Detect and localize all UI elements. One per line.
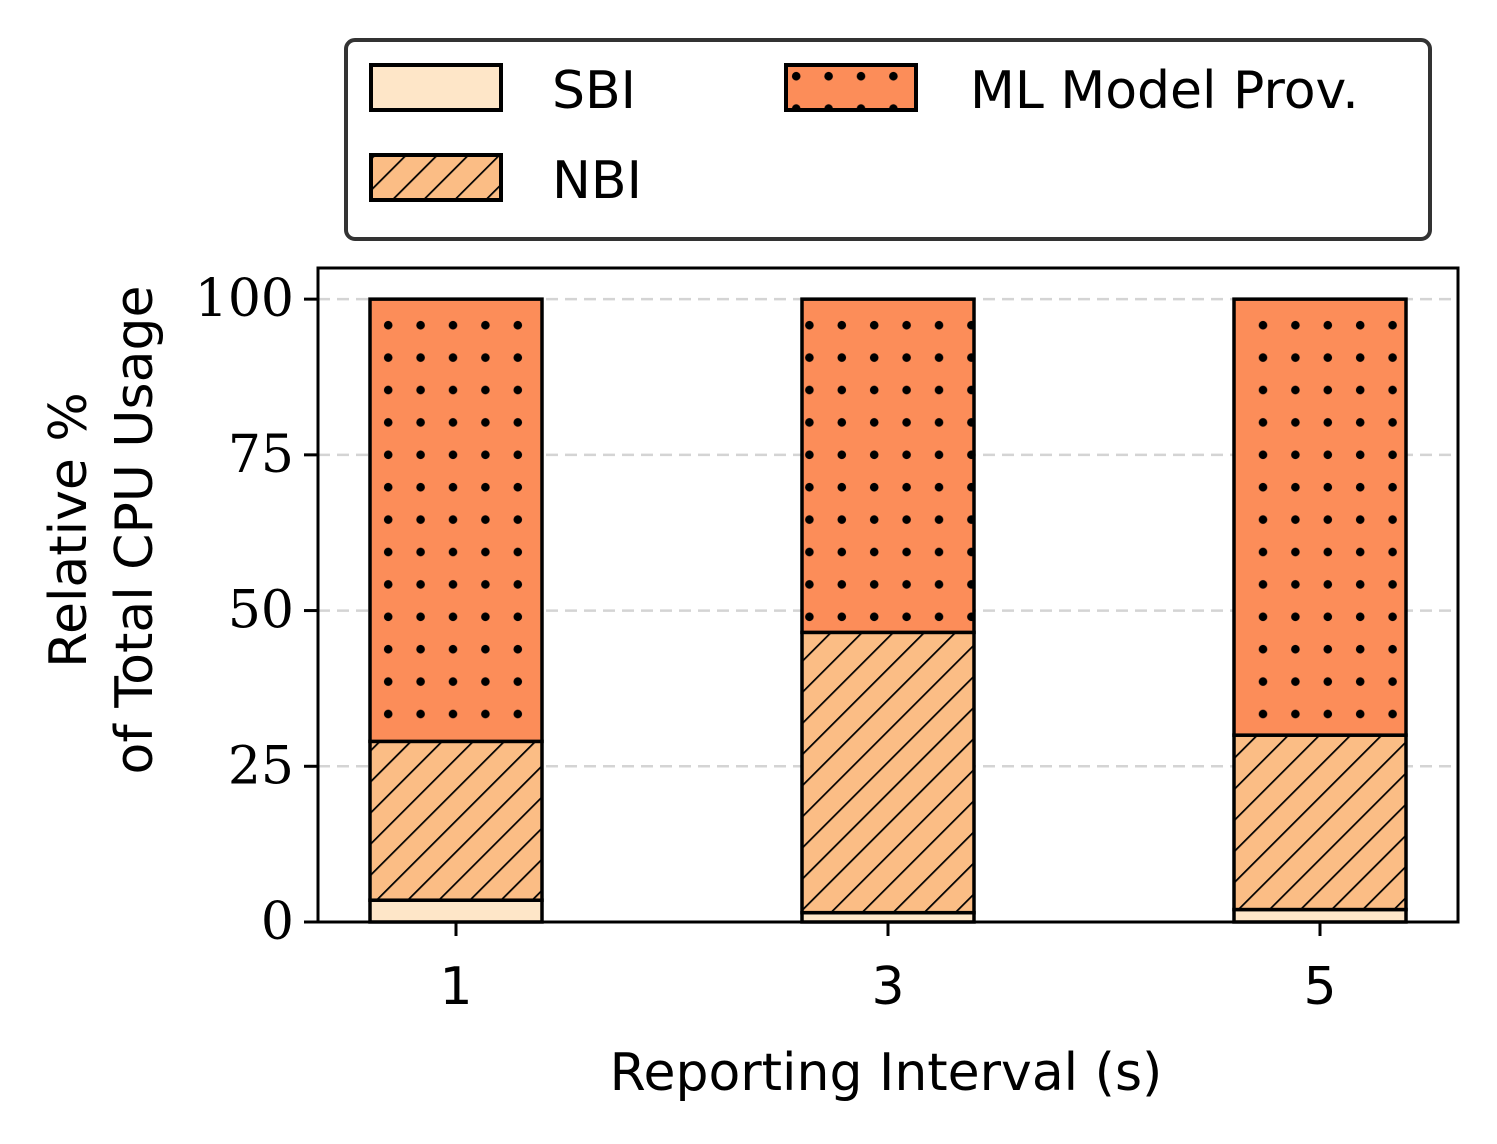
- bar-sbi-5: [1232, 907, 1408, 924]
- bar-ml-model-prov-5: [1232, 297, 1408, 737]
- bar-nbi-1: [368, 739, 544, 902]
- y-tick-label-100: 100: [195, 269, 294, 329]
- legend-label-sbi: SBI: [552, 61, 636, 121]
- bars: [368, 297, 1408, 924]
- legend-swatch-sbi: [369, 63, 503, 112]
- bar-nbi-3: [800, 630, 976, 915]
- x-tick-label-5: 5: [1303, 957, 1336, 1017]
- y-tick-label-0: 0: [261, 892, 294, 952]
- legend-label-nbi: NBI: [552, 151, 642, 211]
- y-axis-label-line-1: Relative %: [39, 392, 99, 668]
- bar-ml-model-prov-3: [800, 297, 976, 635]
- y-tick-label-25: 25: [228, 736, 294, 796]
- legend-swatch-ml-model-prov: [784, 63, 918, 112]
- bar-nbi-5: [1232, 733, 1408, 912]
- x-axis-ticks: 1 3 5: [439, 922, 1337, 1017]
- y-tick-label-75: 75: [228, 425, 294, 485]
- bar-ml-model-prov-1: [368, 297, 544, 744]
- x-tick-label-1: 1: [439, 957, 472, 1017]
- x-axis-label: Reporting Interval (s): [610, 1043, 1163, 1103]
- x-tick-label-3: 3: [871, 957, 904, 1017]
- bar-sbi-1: [368, 898, 544, 924]
- legend-frame: [344, 38, 1432, 241]
- legend: SBI NBI ML Model Prov.: [344, 38, 1432, 241]
- y-axis-label-line-2: of Total CPU Usage: [105, 286, 165, 775]
- y-axis-label: Relative % of Total CPU Usage: [39, 286, 165, 775]
- y-axis-ticks: 0 25 50 75 100: [195, 269, 318, 952]
- legend-swatch-nbi: [369, 153, 503, 202]
- legend-label-ml-model-prov: ML Model Prov.: [970, 61, 1359, 121]
- y-tick-label-50: 50: [228, 581, 294, 641]
